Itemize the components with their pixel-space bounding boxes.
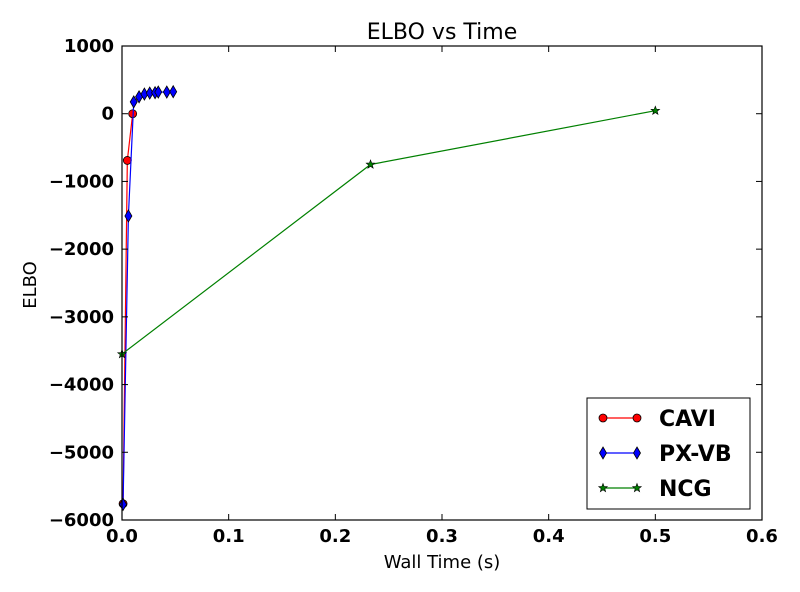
y-tick-label: 1000 — [64, 36, 114, 57]
series-line-ncg — [121, 110, 656, 355]
legend-marker-cavi — [598, 413, 608, 423]
y-tick-label: −1000 — [49, 171, 114, 192]
x-tick-label: 0.6 — [746, 526, 778, 547]
x-tick-label: 0.5 — [639, 526, 671, 547]
data-point-ncg — [365, 159, 376, 169]
data-point-px-vb — [129, 95, 138, 109]
plot-area — [116, 84, 661, 512]
data-point-px-vb — [154, 85, 163, 99]
legend-label-cavi: CAVI — [659, 407, 716, 432]
y-axis-label: ELBO — [20, 261, 41, 309]
y-tick-label: −4000 — [49, 375, 114, 396]
chart-title: ELBO vs Time — [367, 20, 518, 45]
legend-label-ncg: NCG — [659, 477, 712, 502]
legend-label-px-vb: PX-VB — [659, 442, 732, 467]
x-axis-label: Wall Time (s) — [384, 552, 501, 573]
data-point-px-vb — [119, 497, 128, 512]
data-point-px-vb — [145, 86, 154, 100]
data-point-px-vb — [124, 209, 133, 223]
x-tick-label: 0.4 — [533, 526, 565, 547]
axis-ticks: 0.0 0.1 0.2 0.3 0.4 0.5 0.6 −6000 −5000 −4000 −300… — [49, 36, 778, 547]
legend-marker-cavi — [632, 413, 642, 423]
data-point-cavi — [122, 156, 132, 165]
x-tick-label: 0.3 — [426, 526, 458, 547]
series-line-px-vb — [122, 91, 174, 505]
legend: CAVI PX-VB NCG — [586, 397, 751, 510]
data-point-px-vb — [169, 84, 178, 99]
data-point-px-vb — [162, 85, 171, 99]
x-tick-label: 0.2 — [319, 526, 351, 547]
y-tick-label: −2000 — [49, 239, 114, 260]
x-tick-label: 0.0 — [106, 526, 138, 547]
y-tick-label: −3000 — [49, 307, 114, 328]
legend-marker-px-vb — [633, 446, 641, 460]
y-tick-label: −6000 — [49, 510, 114, 531]
data-point-ncg — [650, 105, 661, 115]
legend-marker-ncg — [597, 482, 609, 493]
legend-marker-px-vb — [599, 446, 607, 460]
legend-marker-ncg — [631, 482, 643, 493]
y-tick-label: 0 — [101, 104, 114, 125]
y-tick-label: −5000 — [49, 442, 114, 463]
x-tick-label: 0.1 — [213, 526, 245, 547]
